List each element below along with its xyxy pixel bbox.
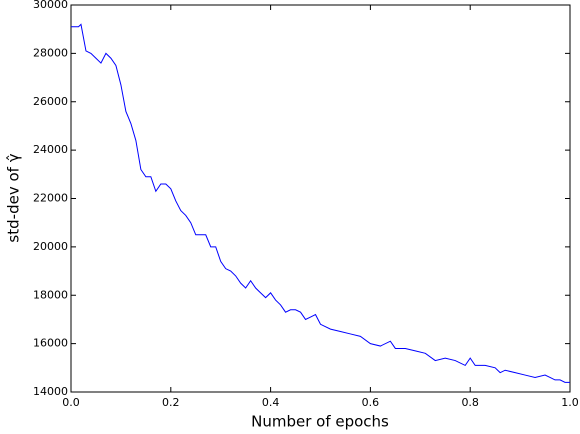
y-tick-label: 30000 bbox=[33, 0, 68, 11]
x-tick-label: 1.0 bbox=[561, 396, 579, 409]
plot-frame bbox=[70, 4, 571, 393]
y-tick-label: 26000 bbox=[33, 95, 68, 108]
x-tick-label: 0.6 bbox=[362, 396, 380, 409]
x-tick-label: 0.2 bbox=[162, 396, 180, 409]
x-tick-label: 0.0 bbox=[62, 396, 80, 409]
y-tick-label: 24000 bbox=[33, 143, 68, 156]
y-axis-label: std-dev of γ̂ bbox=[5, 153, 23, 242]
data-line bbox=[71, 23, 570, 383]
x-tick-label: 0.8 bbox=[461, 396, 479, 409]
y-tick-label: 18000 bbox=[33, 288, 68, 301]
y-tick-label: 14000 bbox=[33, 385, 68, 398]
x-tick-label: 0.4 bbox=[262, 396, 280, 409]
y-tick-label: 20000 bbox=[33, 240, 68, 253]
y-tick-label: 28000 bbox=[33, 46, 68, 59]
x-axis-label: Number of epochs bbox=[251, 413, 389, 431]
y-tick-label: 22000 bbox=[33, 192, 68, 205]
y-tick-label: 16000 bbox=[33, 337, 68, 350]
